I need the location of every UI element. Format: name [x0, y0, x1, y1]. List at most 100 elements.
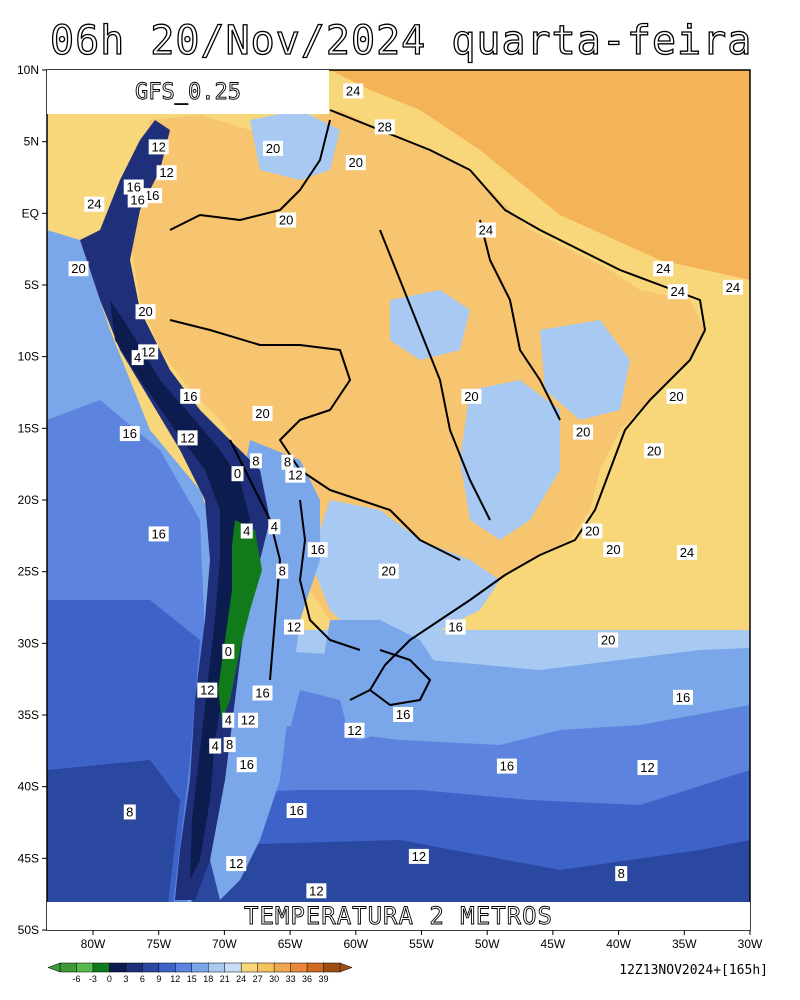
colorbar-tick-label: 15	[187, 974, 197, 984]
contour-label: 4	[240, 523, 253, 539]
contour-label: 0	[222, 643, 235, 659]
contour-label-text: 16	[255, 686, 269, 701]
init-time-label: 12Z13NOV2024+[165h]	[619, 963, 768, 978]
contour-label: 24	[667, 284, 688, 300]
contour-label-text: 4	[212, 739, 219, 754]
contour-label-bg	[345, 155, 366, 171]
contour-label-bg	[284, 619, 305, 635]
continent-warm	[130, 110, 705, 660]
lon-tick-label: 30W	[738, 937, 763, 951]
contour-label-text: 12	[200, 683, 214, 698]
contour-label-text: 20	[606, 542, 620, 557]
colorbar-low-arrow	[47, 962, 61, 973]
contour-label-text: 12	[229, 856, 243, 871]
contour-label: 12	[226, 856, 247, 872]
contour-label-bg	[378, 563, 399, 579]
contour-label-text: 16	[448, 620, 462, 635]
contour-label-text: 4	[243, 524, 250, 539]
contour-label-text: 12	[287, 620, 301, 635]
lon-tick-label: 65W	[278, 937, 303, 951]
contour-label-bg	[573, 424, 594, 440]
andes-subzero	[218, 520, 262, 720]
contour-label-text: 12	[288, 468, 302, 483]
hot-atlantic-field	[330, 70, 750, 280]
contour-label: 12	[344, 722, 365, 738]
contour-label-text: 4	[134, 350, 141, 365]
contour-label-text: 20	[464, 389, 478, 404]
contour-label-bg	[127, 192, 148, 208]
contour-label: 20	[603, 542, 624, 558]
contour-label: 20	[573, 424, 594, 440]
contour-label-bg	[252, 406, 273, 421]
contour-label-bg	[268, 519, 281, 535]
contour-label-bg	[240, 523, 253, 539]
contour-label: 12	[285, 467, 306, 483]
colorbar-swatch	[191, 962, 209, 973]
colorbar-high-arrow	[339, 962, 353, 973]
contour-label-text: 20	[266, 141, 280, 156]
contour-label: 20	[345, 155, 366, 171]
contour-label: 12	[408, 848, 429, 864]
contour-label: 12	[156, 165, 177, 181]
contour-label-text: 20	[381, 564, 395, 579]
contour-label: 24	[84, 196, 105, 212]
contour-label-bg	[148, 526, 169, 542]
contour-label-text: 24	[670, 284, 684, 299]
contour-label-bg	[343, 83, 364, 99]
contour-label-bg	[475, 222, 496, 238]
contour-label: 12	[197, 682, 218, 698]
colorbar-tick-label: 36	[302, 974, 312, 984]
contour-label-bg	[408, 848, 429, 864]
contour-label: 12	[637, 760, 658, 776]
contour-label: 20	[644, 443, 665, 459]
contour-label: 20	[276, 212, 297, 228]
contour-label: 12	[148, 139, 169, 155]
contour-label-text: 8	[279, 564, 286, 579]
contour-label-bg	[598, 632, 619, 648]
lon-tick-label: 40W	[606, 937, 631, 951]
contour-label-text: 12	[640, 760, 654, 775]
contour-label-text: 16	[183, 389, 197, 404]
contour-label: 4	[131, 350, 144, 366]
colorbar-swatch	[109, 962, 127, 973]
contour-label: 24	[722, 279, 743, 295]
lat-tick-label: 45S	[18, 851, 39, 865]
model-label: GFS_0.25	[47, 70, 329, 114]
contour-label: 8	[249, 453, 262, 469]
map-fields	[47, 70, 750, 930]
lat-tick-label: 20S	[18, 493, 39, 507]
contour-label-bg	[637, 760, 658, 776]
contour-label: 20	[135, 304, 156, 320]
colorbar-swatch	[240, 962, 259, 973]
contour-label-bg	[615, 866, 628, 882]
contour-label-text: 12	[141, 344, 155, 359]
contour-label-bg	[197, 682, 218, 698]
contour-label: 20	[378, 563, 399, 579]
colorbar-swatch	[175, 962, 193, 973]
lon-tick-label: 50W	[475, 937, 500, 951]
contour-label-text: 20	[647, 443, 661, 458]
colorbar-swatch	[224, 962, 242, 973]
contour-label-bg	[672, 689, 693, 705]
contour-label: 16	[672, 689, 693, 705]
lat-tick-label: EQ	[22, 206, 39, 220]
contour-label-text: 16	[126, 180, 140, 195]
contour-label-bg	[344, 722, 365, 738]
contour-label-bg	[644, 443, 665, 459]
contour-label-text: 28	[377, 119, 391, 134]
contour-label-bg	[582, 523, 603, 539]
contour-label-bg	[177, 430, 198, 446]
contour-label-text: 16	[239, 757, 253, 772]
contour-label: 12	[238, 712, 259, 728]
contour-label-bg	[226, 856, 247, 872]
pacific-10	[47, 760, 180, 930]
contour-label: 20	[263, 140, 284, 156]
contour-label-text: 20	[349, 155, 363, 170]
contour-label-text: 4	[225, 713, 232, 728]
contour-label: 20	[582, 523, 603, 539]
contour-label-text: 12	[412, 849, 426, 864]
lat-tick-label: 10S	[18, 350, 39, 364]
contour-label-bg	[135, 304, 156, 320]
contour-label: 16	[142, 188, 163, 204]
